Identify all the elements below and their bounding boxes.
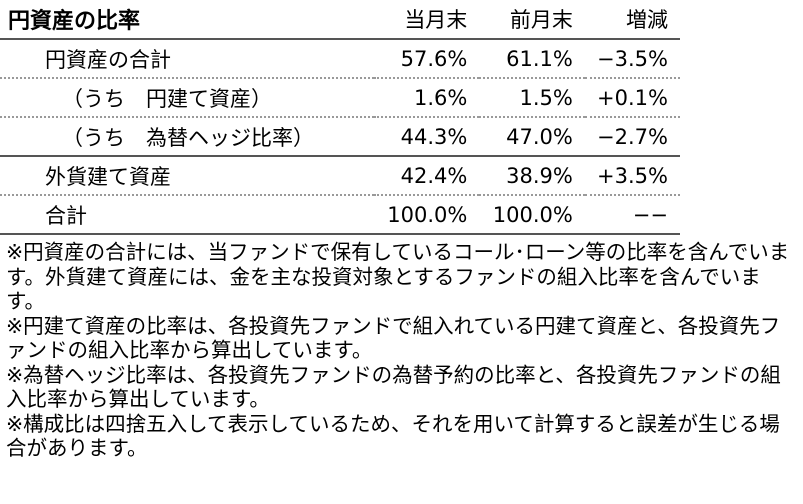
value-cell: −2.7% [584,117,680,157]
header-cell: 前月末 [479,0,585,40]
note: ※円建て資産の比率は、各投資先ファンドで組入れている円建て資産と、各投資先ファン… [6,313,781,363]
value-cell: −3.5% [584,39,680,79]
note: ※為替ヘッジ比率は、各投資先ファンドの為替予約の比率と、各投資先ファンドの組入比… [6,362,781,412]
ratio-table: 円資産の比率 当月末 前月末 増減 円資産の合計 57.6% 61.1% −3.5% （うち 円… [0,0,680,235]
value-cell: 38.9% [479,156,585,196]
row-label: 合計 [0,195,374,235]
table-row: （うち 為替ヘッジ比率） 44.3% 47.0% −2.7% [0,117,680,157]
header-cell: 円資産の比率 [0,0,374,40]
row-label: 外貨建て資産 [0,156,374,196]
table-row: （うち 円建て資産） 1.6% 1.5% +0.1% [0,78,680,118]
header-cell: 当月末 [373,0,480,40]
value-cell: 44.3% [373,117,480,157]
value-cell: 47.0% [479,117,585,157]
value-cell: +3.5% [584,156,680,196]
value-cell: 100.0% [373,195,480,235]
value-cell: 57.6% [373,39,480,79]
value-cell: 1.6% [373,78,480,118]
value-cell: 1.5% [479,78,585,118]
note: ※構成比は四捨五入して表示しているため、それを用いて計算すると誤差が生じる場合が… [6,411,780,461]
header-cell: 増減 [584,0,680,40]
row-label: （うち 円建て資産） [0,78,374,118]
value-cell: 100.0% [479,195,585,235]
value-cell: 61.1% [479,39,585,79]
value-cell: −− [584,195,680,235]
table-row: 合計 100.0% 100.0% −− [0,195,680,235]
note: ※円資産の合計には、当ファンドで保有しているコール･ローン等の比率を含んでいます… [6,240,790,313]
value-cell: +0.1% [584,78,680,118]
row-label: （うち 為替ヘッジ比率） [0,117,374,157]
header-row: 円資産の比率 当月末 前月末 増減 [0,0,680,40]
row-label: 円資産の合計 [0,39,374,79]
table-row: 外貨建て資産 42.4% 38.9% +3.5% [0,156,680,196]
table-row: 円資産の合計 57.6% 61.1% −3.5% [0,39,680,79]
notes: ※円資産の合計には、当ファンドで保有しているコール･ローン等の比率を含んでいます… [6,240,798,461]
value-cell: 42.4% [373,156,480,196]
